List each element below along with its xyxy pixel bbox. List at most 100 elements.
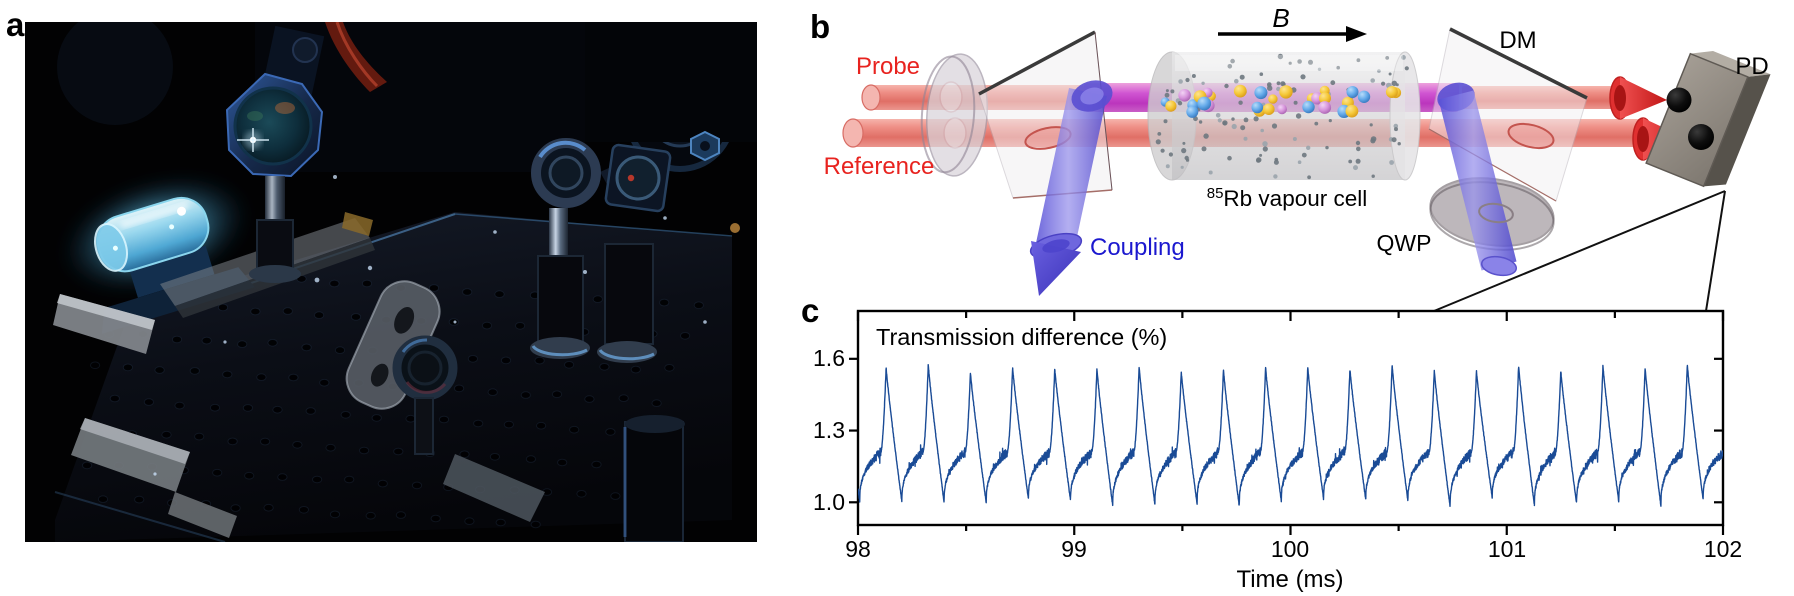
breadboard-hole bbox=[314, 311, 325, 320]
large-mirror-mount bbox=[225, 72, 324, 283]
qwp-beam-ring bbox=[1478, 202, 1514, 224]
photodiode-element-top bbox=[1666, 87, 1692, 113]
atom-dot bbox=[1157, 132, 1162, 136]
breadboard-hole bbox=[189, 367, 200, 375]
atom-dot bbox=[1401, 55, 1406, 60]
breadboard-hole bbox=[361, 279, 373, 288]
atom-dot bbox=[1293, 100, 1298, 105]
x-tick-label-100: 100 bbox=[1271, 536, 1309, 562]
breadboard-hole bbox=[481, 321, 493, 330]
atom-dot bbox=[1201, 81, 1205, 86]
breadboard-hole bbox=[359, 446, 370, 455]
breadboard-hole bbox=[454, 384, 465, 393]
breadboard-hole bbox=[201, 336, 212, 345]
polarized-atom-ball bbox=[1165, 100, 1177, 112]
breadboard-hole bbox=[489, 453, 500, 461]
atom-dot bbox=[1328, 119, 1332, 123]
breadboard-hole bbox=[428, 284, 440, 292]
breadboard-hole bbox=[592, 295, 603, 304]
atom-dot bbox=[1240, 125, 1246, 131]
breadboard-hole bbox=[143, 398, 155, 406]
breadboard-hole bbox=[171, 335, 183, 344]
atom-dot bbox=[1230, 58, 1235, 64]
breadboard-hole bbox=[267, 339, 278, 347]
atom-dot bbox=[1348, 159, 1353, 164]
atom-dot bbox=[1397, 142, 1401, 146]
breadboard-hole bbox=[298, 506, 309, 514]
atom-dot bbox=[1243, 136, 1248, 141]
chart-title: Transmission difference (%) bbox=[876, 324, 1167, 350]
breadboard-hole bbox=[503, 420, 514, 429]
breadboard-hole bbox=[411, 481, 423, 490]
photo-svg bbox=[25, 9, 757, 543]
atom-dot bbox=[1276, 81, 1281, 86]
atom-dot bbox=[1208, 170, 1213, 175]
breadboard-hole bbox=[515, 322, 526, 330]
atom-dot bbox=[1370, 138, 1376, 144]
breadboard-hole bbox=[584, 395, 595, 403]
breadboard-hole bbox=[161, 430, 172, 439]
photo-optical-setup bbox=[25, 9, 757, 543]
polarized-atom-ball bbox=[1251, 101, 1264, 114]
atom-dot bbox=[1215, 113, 1221, 118]
breadboard-hole bbox=[329, 279, 340, 288]
breadboard-hole bbox=[263, 503, 274, 512]
coupling-exit-beam bbox=[1437, 82, 1518, 277]
breadboard-hole bbox=[520, 391, 531, 399]
glints bbox=[153, 175, 707, 476]
breadboard-hole bbox=[312, 475, 323, 484]
x-tick-label-102: 102 bbox=[1704, 536, 1742, 562]
breadboard-hole bbox=[693, 301, 704, 310]
cell-name: Rb vapour cell bbox=[1223, 186, 1367, 211]
arrowhead-icon bbox=[1346, 26, 1367, 42]
atom-dot bbox=[1182, 141, 1186, 145]
atom-dot bbox=[1191, 74, 1196, 78]
breadboard-hole bbox=[630, 365, 641, 374]
photodiode-element-bottom bbox=[1688, 124, 1714, 150]
breadboard-hole bbox=[659, 298, 670, 307]
polarized-atom-ball bbox=[1186, 105, 1199, 118]
atom-dot bbox=[1301, 152, 1307, 158]
atom-dot bbox=[1300, 74, 1306, 80]
breadboard-hole bbox=[212, 468, 223, 477]
breadboard-hole bbox=[256, 373, 267, 382]
breadboard-hole bbox=[174, 401, 185, 410]
breadboard-hole bbox=[551, 390, 563, 399]
atom-dot bbox=[1222, 121, 1227, 126]
rb-vapour-cell bbox=[1147, 51, 1421, 181]
atom-dot bbox=[1170, 89, 1175, 94]
b-field-arrow bbox=[1218, 26, 1367, 42]
atom-dot bbox=[1165, 89, 1169, 93]
breadboard-hole bbox=[277, 473, 288, 481]
tape-strips bbox=[53, 212, 740, 538]
breadboard-hole bbox=[329, 510, 341, 519]
atom-dot bbox=[1234, 78, 1239, 84]
breadboard-hole bbox=[680, 332, 691, 340]
atom-dot bbox=[1381, 81, 1386, 86]
breadboard-hole bbox=[340, 411, 351, 419]
breadboard-hole bbox=[194, 432, 205, 441]
breadboard-hole bbox=[473, 419, 484, 428]
breadboard-hole bbox=[377, 479, 388, 488]
breadboard-hole bbox=[97, 495, 109, 504]
atom-dot bbox=[1198, 120, 1203, 124]
breadboard-hole bbox=[576, 490, 587, 498]
atom-dot bbox=[1297, 59, 1302, 64]
breadboard-hole bbox=[395, 511, 406, 519]
atom-dot bbox=[1238, 100, 1243, 105]
breadboard-hole bbox=[405, 414, 416, 423]
breadboard-hole bbox=[371, 414, 382, 422]
y-tick-label-1_3: 1.3 bbox=[813, 417, 845, 443]
clamp-fork bbox=[345, 280, 441, 410]
reference-label: Reference bbox=[824, 153, 935, 180]
atom-dot bbox=[1308, 59, 1313, 65]
atom-dot bbox=[1201, 146, 1207, 152]
atom-dot bbox=[1267, 82, 1272, 87]
breadboard-hole bbox=[664, 364, 675, 372]
breadboard-hole bbox=[365, 511, 376, 520]
breadboard-hole bbox=[237, 340, 248, 349]
atom-dot bbox=[1185, 77, 1190, 83]
polarized-atom-ball bbox=[1385, 86, 1398, 98]
coupling-beam bbox=[1029, 80, 1113, 296]
atom-dot bbox=[1227, 155, 1232, 161]
